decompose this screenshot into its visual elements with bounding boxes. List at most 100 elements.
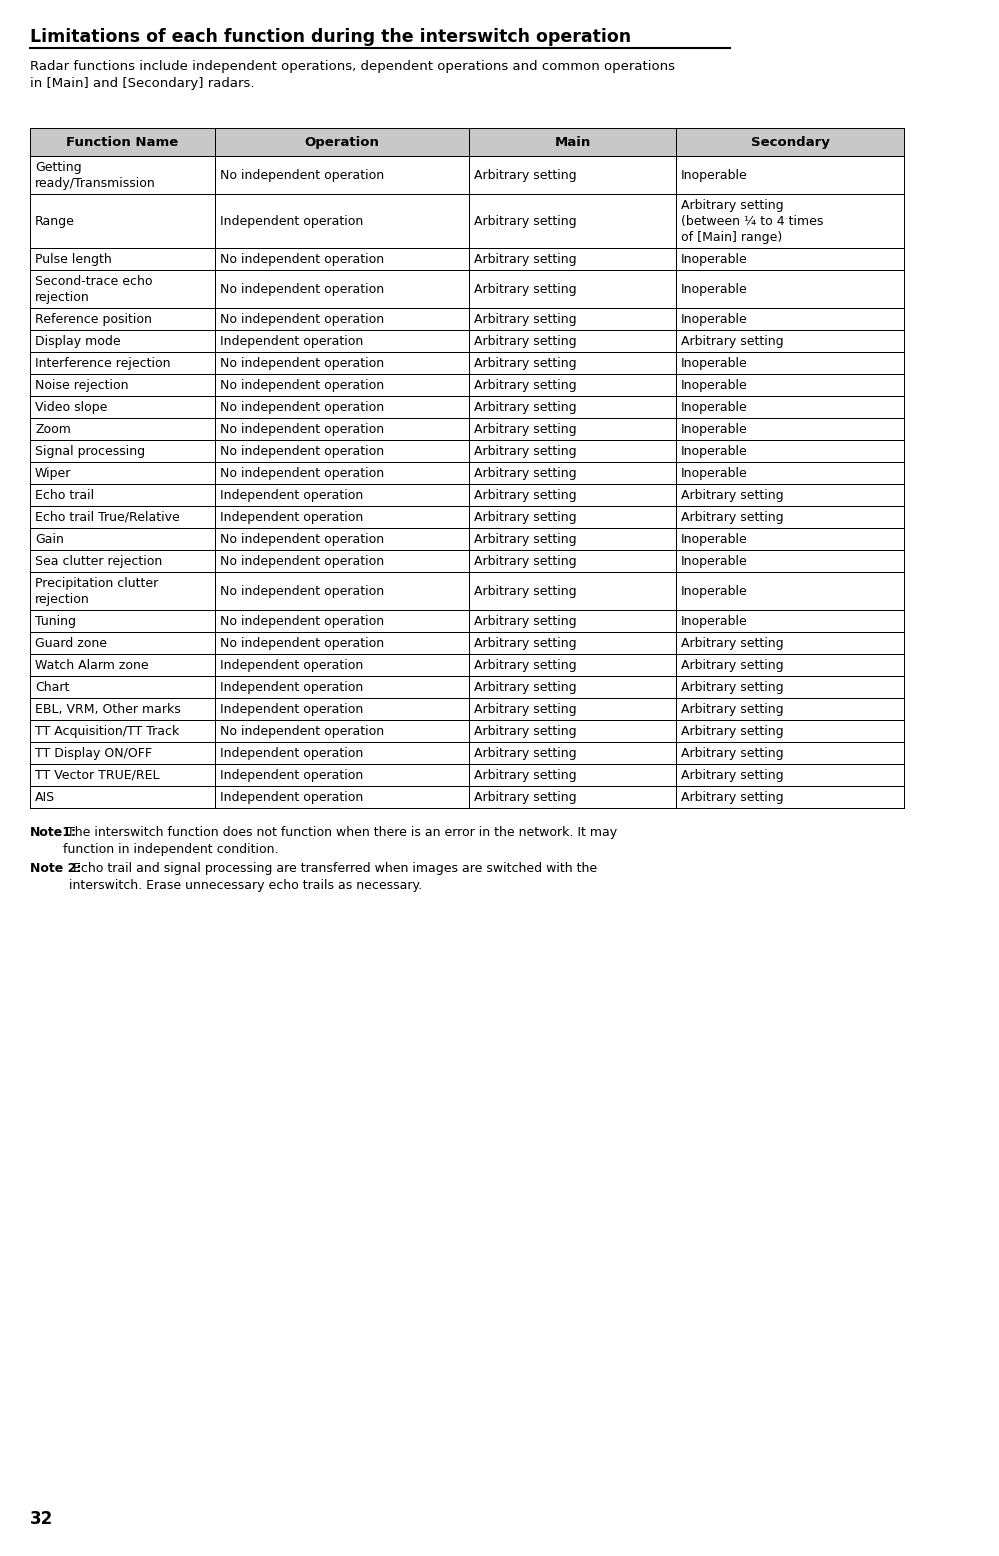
Text: Note1:: Note1: xyxy=(30,826,77,839)
Text: Wiper: Wiper xyxy=(35,467,71,479)
Text: No independent operation: No independent operation xyxy=(220,423,385,436)
Text: No independent operation: No independent operation xyxy=(220,615,385,627)
Text: Arbitrary setting: Arbitrary setting xyxy=(474,702,576,716)
Bar xyxy=(469,128,675,156)
Text: Independent operation: Independent operation xyxy=(220,702,364,716)
Text: Arbitrary setting: Arbitrary setting xyxy=(474,313,576,325)
Text: The interswitch function does not function when there is an error in the network: The interswitch function does not functi… xyxy=(64,826,617,856)
Text: Range: Range xyxy=(35,215,75,227)
Text: No independent operation: No independent operation xyxy=(220,356,385,369)
Text: Function Name: Function Name xyxy=(67,135,179,148)
Text: Arbitrary setting: Arbitrary setting xyxy=(680,489,783,501)
Text: Arbitrary setting: Arbitrary setting xyxy=(474,283,576,296)
Text: No independent operation: No independent operation xyxy=(220,168,385,182)
Text: Arbitrary setting: Arbitrary setting xyxy=(680,702,783,716)
Text: Arbitrary setting: Arbitrary setting xyxy=(680,658,783,672)
Text: No independent operation: No independent operation xyxy=(220,554,385,568)
Text: Independent operation: Independent operation xyxy=(220,658,364,672)
Text: Sea clutter rejection: Sea clutter rejection xyxy=(35,554,162,568)
Text: 32: 32 xyxy=(30,1509,53,1528)
Text: Inoperable: Inoperable xyxy=(680,554,747,568)
Text: Guard zone: Guard zone xyxy=(35,636,107,649)
Text: Main: Main xyxy=(554,135,590,148)
Text: Independent operation: Independent operation xyxy=(220,769,364,781)
Text: Arbitrary setting
(between ¼ to 4 times
of [Main] range): Arbitrary setting (between ¼ to 4 times … xyxy=(680,199,823,244)
Text: Independent operation: Independent operation xyxy=(220,215,364,227)
Text: Gain: Gain xyxy=(35,532,64,546)
Text: Arbitrary setting: Arbitrary setting xyxy=(474,510,576,523)
Bar xyxy=(215,128,469,156)
Text: No independent operation: No independent operation xyxy=(220,283,385,296)
Text: No independent operation: No independent operation xyxy=(220,313,385,325)
Text: Arbitrary setting: Arbitrary setting xyxy=(474,725,576,738)
Text: Arbitrary setting: Arbitrary setting xyxy=(474,489,576,501)
Bar xyxy=(30,128,215,156)
Text: No independent operation: No independent operation xyxy=(220,378,385,392)
Text: Arbitrary setting: Arbitrary setting xyxy=(474,615,576,627)
Text: Arbitrary setting: Arbitrary setting xyxy=(474,585,576,598)
Text: EBL, VRM, Other marks: EBL, VRM, Other marks xyxy=(35,702,181,716)
Text: No independent operation: No independent operation xyxy=(220,445,385,457)
Text: Inoperable: Inoperable xyxy=(680,585,747,598)
Text: Inoperable: Inoperable xyxy=(680,356,747,369)
Text: Noise rejection: Noise rejection xyxy=(35,378,129,392)
Text: Independent operation: Independent operation xyxy=(220,335,364,347)
Text: TT Acquisition/TT Track: TT Acquisition/TT Track xyxy=(35,725,179,738)
Text: Arbitrary setting: Arbitrary setting xyxy=(680,335,783,347)
Text: Independent operation: Independent operation xyxy=(220,680,364,694)
Text: No independent operation: No independent operation xyxy=(220,532,385,546)
Text: Arbitrary setting: Arbitrary setting xyxy=(474,252,576,266)
Text: Arbitrary setting: Arbitrary setting xyxy=(474,554,576,568)
Text: Reference position: Reference position xyxy=(35,313,152,325)
Text: Inoperable: Inoperable xyxy=(680,168,747,182)
Text: Echo trail and signal processing are transferred when images are switched with t: Echo trail and signal processing are tra… xyxy=(69,862,597,892)
Text: Arbitrary setting: Arbitrary setting xyxy=(474,400,576,414)
Text: No independent operation: No independent operation xyxy=(220,467,385,479)
Text: Arbitrary setting: Arbitrary setting xyxy=(680,680,783,694)
Text: Arbitrary setting: Arbitrary setting xyxy=(680,747,783,759)
Text: Arbitrary setting: Arbitrary setting xyxy=(474,532,576,546)
Text: Arbitrary setting: Arbitrary setting xyxy=(680,790,783,803)
Text: Limitations of each function during the interswitch operation: Limitations of each function during the … xyxy=(30,28,631,47)
Bar xyxy=(675,128,904,156)
Text: Independent operation: Independent operation xyxy=(220,790,364,803)
Text: Echo trail: Echo trail xyxy=(35,489,94,501)
Text: Inoperable: Inoperable xyxy=(680,532,747,546)
Text: Interference rejection: Interference rejection xyxy=(35,356,171,369)
Text: Arbitrary setting: Arbitrary setting xyxy=(680,769,783,781)
Text: Arbitrary setting: Arbitrary setting xyxy=(474,790,576,803)
Text: Arbitrary setting: Arbitrary setting xyxy=(680,510,783,523)
Text: No independent operation: No independent operation xyxy=(220,585,385,598)
Text: Radar functions include independent operations, dependent operations and common : Radar functions include independent oper… xyxy=(30,61,675,90)
Text: AIS: AIS xyxy=(35,790,55,803)
Text: No independent operation: No independent operation xyxy=(220,400,385,414)
Text: Arbitrary setting: Arbitrary setting xyxy=(474,747,576,759)
Text: Arbitrary setting: Arbitrary setting xyxy=(474,445,576,457)
Text: Arbitrary setting: Arbitrary setting xyxy=(474,658,576,672)
Text: Arbitrary setting: Arbitrary setting xyxy=(474,680,576,694)
Text: Arbitrary setting: Arbitrary setting xyxy=(474,636,576,649)
Text: Arbitrary setting: Arbitrary setting xyxy=(474,335,576,347)
Text: Chart: Chart xyxy=(35,680,69,694)
Text: Independent operation: Independent operation xyxy=(220,489,364,501)
Text: Display mode: Display mode xyxy=(35,335,121,347)
Text: Signal processing: Signal processing xyxy=(35,445,145,457)
Text: Arbitrary setting: Arbitrary setting xyxy=(474,168,576,182)
Text: Watch Alarm zone: Watch Alarm zone xyxy=(35,658,149,672)
Text: Inoperable: Inoperable xyxy=(680,467,747,479)
Text: Getting
ready/Transmission: Getting ready/Transmission xyxy=(35,160,156,190)
Text: Arbitrary setting: Arbitrary setting xyxy=(680,636,783,649)
Text: Arbitrary setting: Arbitrary setting xyxy=(474,215,576,227)
Text: Arbitrary setting: Arbitrary setting xyxy=(474,356,576,369)
Text: Inoperable: Inoperable xyxy=(680,313,747,325)
Text: No independent operation: No independent operation xyxy=(220,725,385,738)
Text: Inoperable: Inoperable xyxy=(680,423,747,436)
Text: Arbitrary setting: Arbitrary setting xyxy=(474,467,576,479)
Text: Independent operation: Independent operation xyxy=(220,510,364,523)
Text: Inoperable: Inoperable xyxy=(680,378,747,392)
Text: No independent operation: No independent operation xyxy=(220,636,385,649)
Text: TT Vector TRUE/REL: TT Vector TRUE/REL xyxy=(35,769,160,781)
Text: Video slope: Video slope xyxy=(35,400,107,414)
Text: Second-trace echo
rejection: Second-trace echo rejection xyxy=(35,275,153,303)
Text: Arbitrary setting: Arbitrary setting xyxy=(474,769,576,781)
